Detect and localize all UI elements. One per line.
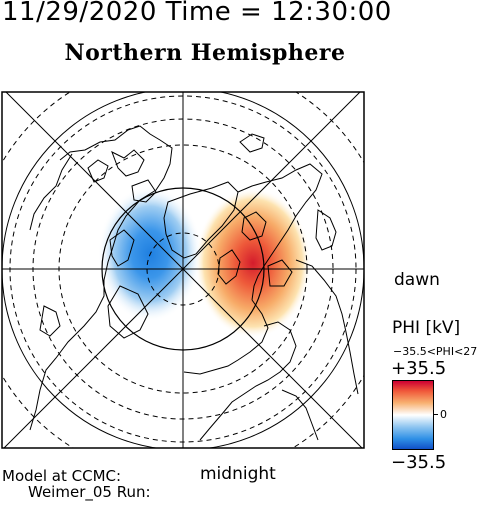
dawn-label: dawn — [394, 270, 440, 290]
colorbar-range-text: −35.5<PHI<27 — [393, 345, 478, 358]
positive-potential-cell — [195, 188, 311, 338]
colorbar-zero-tick — [434, 414, 438, 415]
model-credit-line1: Model at CCMC: — [2, 467, 122, 485]
hemisphere-title: Northern Hemisphere — [64, 40, 346, 66]
polar-map — [1, 91, 365, 449]
datetime-title: 11/29/2020 Time = 12:30:00 — [2, 0, 392, 27]
midnight-label: midnight — [200, 464, 276, 484]
coastlines — [29, 125, 359, 441]
map-frame — [1, 91, 365, 449]
colorbar-title: PHI [kV] — [392, 318, 461, 338]
colorbar-zero-label: 0 — [440, 408, 447, 421]
model-credit-line2: Weimer_05 Run: — [28, 483, 151, 501]
colorbar-min-label: −35.5 — [391, 452, 447, 473]
colorbar-max-label: +35.5 — [391, 358, 447, 379]
colorbar — [392, 380, 434, 450]
